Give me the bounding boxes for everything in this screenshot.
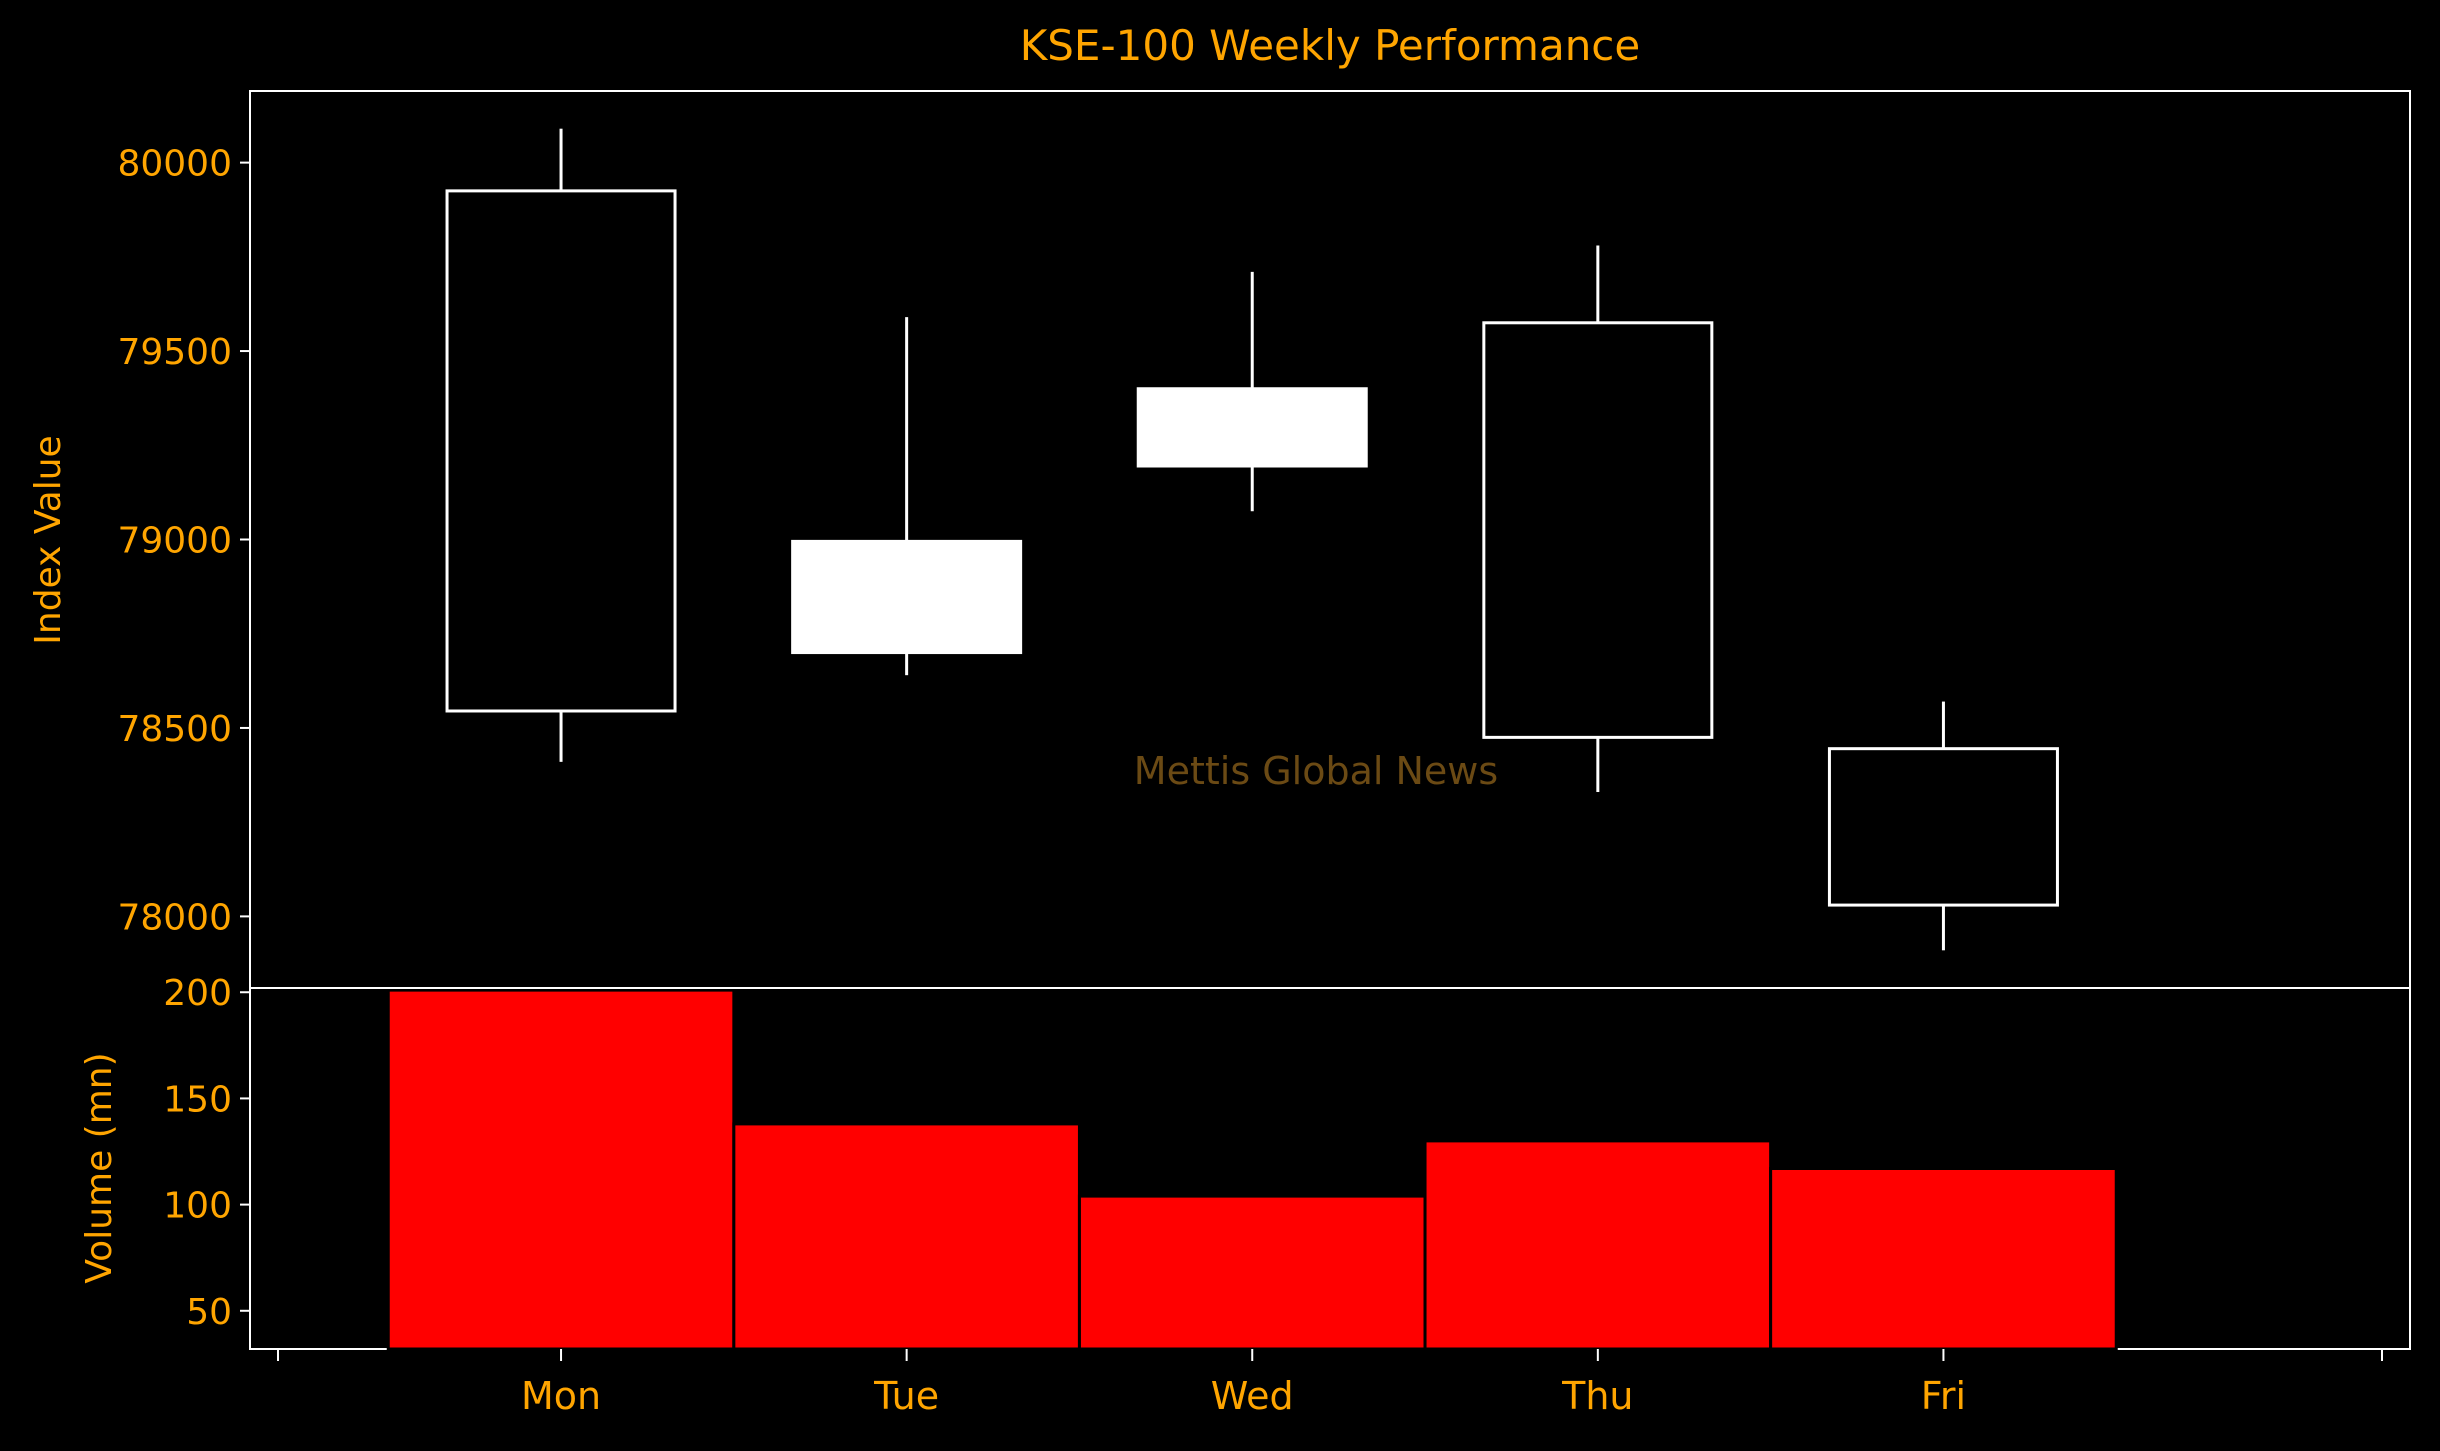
volume-panel: 50 100 150 200 Volume (mn) [79,973,2411,1351]
volume-y-tick-label: 50 [186,1292,232,1333]
volume-bar-mon [386,988,736,1351]
candle-mon [445,128,677,762]
candle-body [445,189,677,713]
volume-y-ticks: 50 100 150 200 [163,973,250,1333]
candle-tue [791,317,1023,676]
x-tick-label: Wed [1211,1374,1294,1418]
watermark: Mettis Global News [1134,749,1498,793]
x-tick-label: Fri [1921,1374,1966,1418]
volume-bar-tue [732,1122,1081,1351]
candle-wed [1136,271,1368,512]
volume-y-tick-label: 150 [163,1079,232,1120]
price-y-tick-label: 79500 [117,332,232,373]
price-y-axis-label: Index Value [28,435,69,644]
x-tick-label: Mon [521,1374,601,1418]
volume-y-tick-label: 100 [163,1186,232,1227]
volume-bar-thu [1423,1139,1773,1351]
price-y-tick-label: 78000 [117,897,232,938]
x-tick-label: Thu [1561,1374,1633,1418]
candle-thu [1482,245,1714,793]
volume-y-tick-label: 200 [163,973,232,1014]
price-panel: 78000 78500 79000 79500 80000 Mettis Global … [28,90,2411,989]
candle-body [1482,321,1714,739]
price-y-tick-label: 78500 [117,709,232,750]
chart-title: KSE-100 Weekly Performance [1020,21,1641,70]
x-tick-label: Tue [873,1374,939,1418]
price-y-tick-label: 80000 [117,144,232,185]
candles [445,128,2059,951]
candle-body [1136,387,1368,468]
volume-bar-fri [1769,1167,2118,1351]
candle-fri [1827,701,2059,951]
candle-body [791,539,1023,655]
volume-y-axis-label: Volume (mn) [79,1052,120,1283]
volume-bar-wed [1077,1194,1427,1351]
price-y-tick-label: 79000 [117,521,232,562]
price-y-ticks: 78000 78500 79000 79500 80000 [117,144,250,938]
candle-body [1827,747,2059,907]
x-axis: Mon Tue Wed Thu Fri [277,1349,2383,1418]
